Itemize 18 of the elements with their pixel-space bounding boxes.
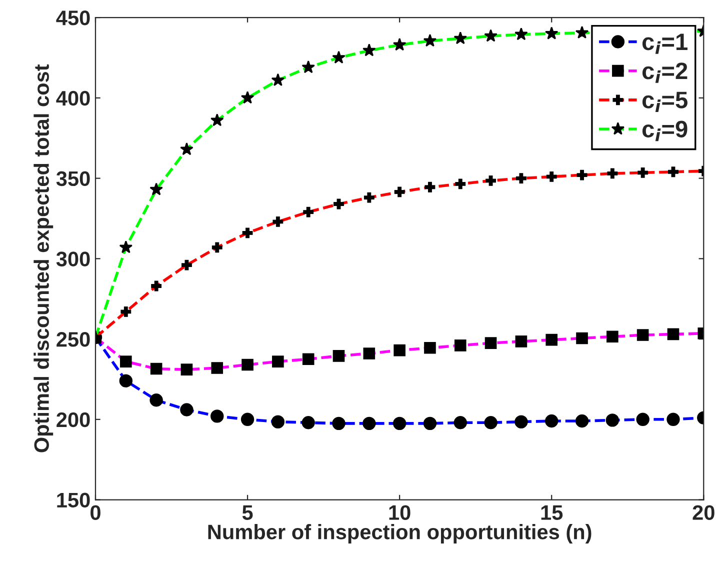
legend-label: c$_{i}$=1 <box>642 34 688 54</box>
x-tick-label: 15 <box>541 505 563 520</box>
x-tick-label: 20 <box>692 505 714 520</box>
legend-label: c$_{i}$=5 <box>642 92 688 112</box>
y-tick-label: 400 <box>56 90 90 106</box>
legend-label: c$_{i}$=2 <box>642 62 688 83</box>
x-tick-label: 5 <box>242 505 253 520</box>
y-axis-title: Optimal discounted expected total cost <box>34 64 54 452</box>
y-tick-label: 350 <box>56 171 90 186</box>
y-tick-label: 150 <box>57 492 90 508</box>
y-tick-label: 450 <box>56 10 90 26</box>
y-tick-label: 250 <box>56 332 90 347</box>
x-tick-label: 10 <box>389 505 410 520</box>
y-tick-label: 200 <box>56 412 90 428</box>
x-axis-title: Number of inspection opportunities (n) <box>208 524 592 544</box>
legend-label: c$_{i}$=9 <box>642 120 688 142</box>
y-tick-label: 300 <box>56 252 90 266</box>
x-tick-label: 0 <box>90 505 100 520</box>
